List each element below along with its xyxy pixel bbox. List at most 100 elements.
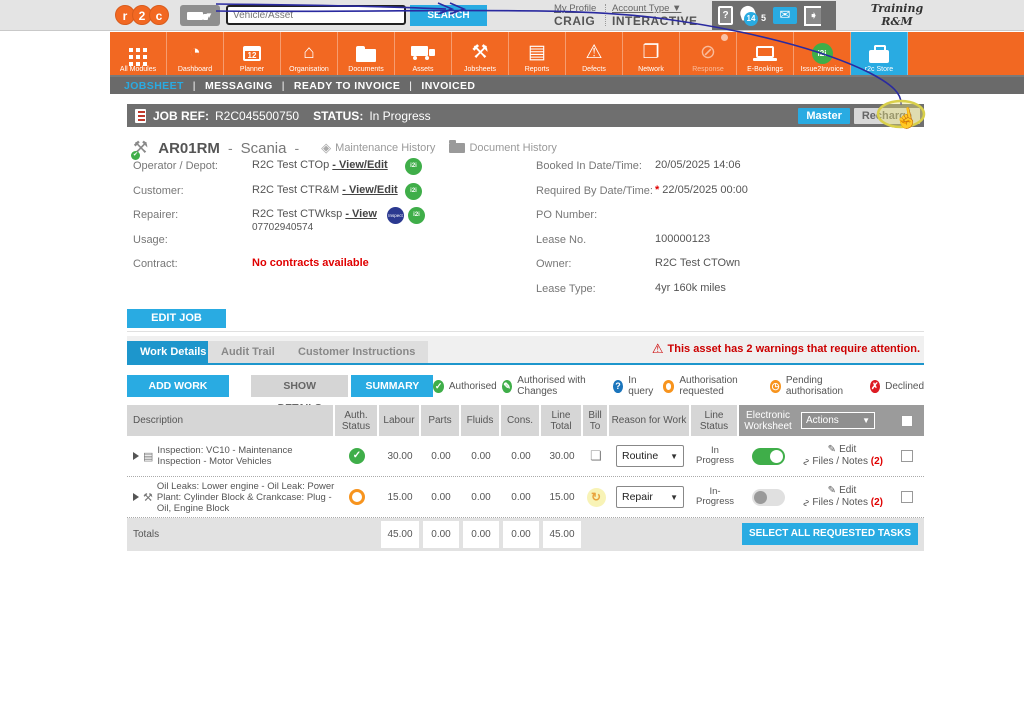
field-booked-in: Booked In Date/Time: 20/05/2025 14:06	[536, 160, 836, 185]
subnav-jobsheet[interactable]: JOBSHEET	[124, 79, 184, 92]
expand-caret-icon[interactable]	[133, 452, 139, 460]
search-type-dropdown[interactable]: ▼	[180, 5, 220, 26]
vehicle-make: Scania	[240, 139, 287, 157]
authorised-with-changes-icon: ✎	[501, 379, 513, 393]
totals-label: Totals	[133, 529, 160, 540]
inspect-icon[interactable]: Inspect	[387, 207, 404, 224]
search-input[interactable]	[226, 5, 406, 25]
i2i-icon[interactable]: i2i	[405, 158, 422, 175]
tools-icon: ⚒	[471, 42, 489, 63]
invoice-doc-icon: ❏	[590, 448, 602, 463]
my-profile-link[interactable]: My Profile	[554, 3, 597, 14]
bill-to-cell[interactable]: ❏	[583, 436, 609, 476]
wrench-check-icon: ⚒	[130, 138, 148, 160]
view-edit-link[interactable]: - View/Edit	[332, 159, 388, 171]
actions-dropdown[interactable]: Actions ▼	[801, 412, 875, 429]
required-asterisk: *	[655, 183, 660, 196]
nav-documents[interactable]: Documents	[338, 32, 395, 75]
messages-icon[interactable]: ✉	[773, 7, 797, 24]
edit-link[interactable]: ✎ Edit	[827, 444, 857, 455]
divider	[605, 4, 606, 26]
row-checkbox[interactable]	[900, 450, 913, 462]
divider: |	[192, 79, 196, 92]
authorisation-requested-icon	[662, 379, 675, 393]
files-notes-link[interactable]: ∿Files / Notes (2)	[800, 456, 883, 467]
document-history-link[interactable]: Document History	[449, 140, 557, 154]
field-label: Lease No.	[536, 233, 587, 246]
user-name: CRAIG	[554, 14, 596, 28]
nav-r2c-store[interactable]: r2c Store	[851, 32, 908, 75]
authorised-icon: ✓	[433, 379, 444, 393]
account-type-link[interactable]: Account Type ▼	[612, 3, 682, 14]
paperclip-icon: ∿	[800, 498, 812, 508]
contract-alert: No contracts available	[252, 257, 369, 269]
notifications-icon[interactable]: 14 5	[738, 3, 766, 27]
logout-icon[interactable]	[804, 5, 821, 26]
nav-issue2invoice[interactable]: i2i Issue2Invoice	[794, 32, 851, 75]
parts-value: 0.00	[431, 491, 451, 503]
nav-all-modules[interactable]: All Modules	[110, 32, 167, 75]
inspection-doc-icon: ▤	[143, 450, 154, 463]
i2i-icon[interactable]: i2i	[408, 207, 425, 224]
add-work-line-button[interactable]: ADD WORK LINE	[127, 375, 229, 414]
select-cell	[889, 477, 924, 517]
jobsheet-sub-nav: JOBSHEET | MESSAGING | READY TO INVOICE …	[110, 77, 1024, 94]
truck-icon	[187, 11, 209, 20]
nav-organisation[interactable]: ⌂ Organisation	[281, 32, 338, 75]
divider	[127, 331, 924, 332]
worksheet-toggle[interactable]	[751, 447, 785, 465]
edit-job-button[interactable]: EDIT JOB	[127, 309, 226, 328]
files-notes-link[interactable]: ∿Files / Notes (2)	[800, 497, 883, 508]
nav-assets[interactable]: Assets	[395, 32, 452, 75]
totals-fluids: 0.00	[461, 521, 501, 548]
subnav-ready-to-invoice[interactable]: READY TO INVOICE	[293, 79, 401, 92]
detail-tabs: Work Details Audit Trail Customer Instru…	[127, 336, 924, 365]
i2i-icon[interactable]: i2i	[405, 182, 422, 200]
show-details-button[interactable]: SHOW DETAILS	[251, 375, 348, 414]
col-actions: Actions ▼	[797, 405, 889, 436]
field-label: Owner:	[536, 258, 572, 270]
subnav-invoiced[interactable]: INVOICED	[421, 79, 476, 92]
nav-jobsheets[interactable]: ⚒ Jobsheets	[452, 32, 509, 75]
nav-network[interactable]: ❐ Network	[623, 32, 680, 75]
view-edit-link[interactable]: - View/Edit	[342, 183, 398, 196]
search-button[interactable]: SEARCH	[410, 5, 487, 26]
summary-button[interactable]: SUMMARY	[351, 375, 434, 397]
maintenance-history-link[interactable]: ◈ Maintenance History	[321, 140, 435, 156]
help-icon[interactable]: ?	[718, 6, 733, 25]
field-label: PO Number:	[536, 209, 598, 221]
legend-label: Authorisation requested	[679, 375, 738, 397]
worksheet-toggle[interactable]	[751, 488, 785, 506]
bill-to-cell[interactable]: ↻	[583, 477, 609, 517]
select-all-checkbox[interactable]	[900, 414, 913, 427]
account-type-value: INTERACTIVE	[612, 14, 698, 28]
tab-audit-trail[interactable]: Audit Trail	[208, 341, 288, 363]
select-all-requested-tasks-button[interactable]: SELECT ALL REQUESTED TASKS	[741, 523, 918, 545]
nav-e-bookings[interactable]: E-Bookings	[737, 32, 794, 75]
paperclip-icon: ∿	[800, 457, 812, 467]
tab-customer-instructions[interactable]: Customer Instructions	[285, 341, 429, 363]
nav-planner[interactable]: 12 Planner	[224, 32, 281, 75]
brand-line1: Training	[870, 2, 924, 15]
vehicle-reg: AR01RM	[158, 139, 220, 157]
view-link[interactable]: - View	[345, 208, 377, 220]
edit-link[interactable]: ✎ Edit	[827, 485, 857, 496]
recharge-button[interactable]: Recharge	[853, 107, 920, 124]
account-type-block: Account Type ▼ INTERACTIVE	[612, 3, 698, 28]
r2c-logo[interactable]: r 2 c	[115, 5, 169, 25]
reason-select[interactable]: Repair ▼	[616, 486, 684, 508]
subnav-messaging[interactable]: MESSAGING	[204, 79, 273, 92]
reason-select[interactable]: Routine ▼	[616, 445, 684, 467]
nav-dashboard[interactable]: ◔ Dashboard	[167, 32, 224, 75]
field-po-number: PO Number:	[536, 209, 836, 234]
tab-work-details[interactable]: Work Details	[127, 341, 220, 363]
expand-caret-icon[interactable]	[133, 493, 139, 501]
master-button[interactable]: Master	[798, 107, 850, 124]
fluids-value: 0.00	[471, 450, 491, 462]
nav-defects[interactable]: ⚠ Defects	[566, 32, 623, 75]
top-bar: r 2 c ▼ SEARCH My Profile CRAIG Account …	[0, 0, 1024, 31]
description-text: Oil Leaks: Lower engine - Oil Leak: Powe…	[156, 480, 335, 514]
line-total-value: 15.00	[549, 491, 575, 503]
nav-reports[interactable]: ▤ Reports	[509, 32, 566, 75]
row-checkbox[interactable]	[900, 491, 913, 503]
